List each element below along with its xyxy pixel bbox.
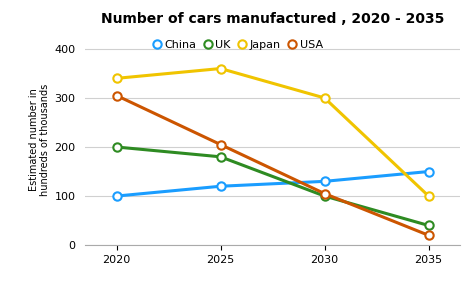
Y-axis label: Estimated number in
hundreds of thousands: Estimated number in hundreds of thousand… (29, 84, 50, 196)
Japan (218, 67, 223, 70)
Legend: China, UK, Japan, USA: China, UK, Japan, USA (155, 40, 323, 50)
UK (218, 155, 223, 158)
Line: China: China (112, 167, 433, 200)
USA (322, 192, 328, 195)
Line: UK: UK (112, 143, 433, 230)
Japan (322, 96, 328, 100)
UK (114, 145, 119, 149)
UK (426, 224, 431, 227)
USA (426, 234, 431, 237)
USA (114, 94, 119, 97)
Title: Number of cars manufactured , 2020 - 2035: Number of cars manufactured , 2020 - 203… (101, 12, 444, 26)
Line: Japan: Japan (112, 64, 433, 200)
USA (218, 143, 223, 146)
China (426, 170, 431, 173)
China (218, 184, 223, 188)
UK (322, 194, 328, 198)
China (114, 194, 119, 198)
Japan (114, 77, 119, 80)
Japan (426, 194, 431, 198)
Line: USA: USA (112, 91, 433, 239)
China (322, 180, 328, 183)
